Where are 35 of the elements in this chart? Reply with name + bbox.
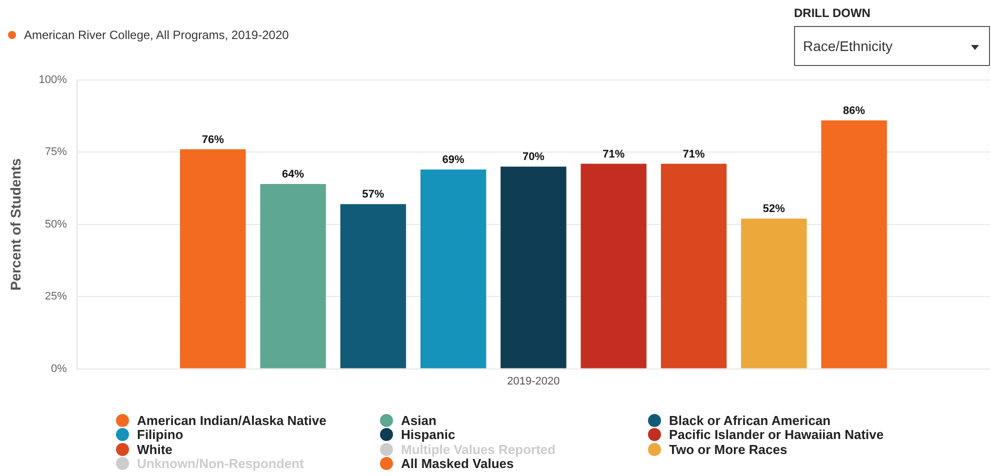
data-label: 64% xyxy=(282,168,304,180)
y-axis-title: Percent of Students xyxy=(7,158,24,291)
data-label: 71% xyxy=(682,148,705,160)
y-tick-label: 75% xyxy=(44,146,68,158)
chart-subtitle: American River College, All Programs, 2019-2020 xyxy=(24,28,289,42)
y-tick-label: 50% xyxy=(44,218,68,230)
bar xyxy=(580,164,646,368)
data-label: 71% xyxy=(602,148,625,160)
bar xyxy=(660,164,727,368)
legend-label: American Indian/Alaska Native xyxy=(137,412,326,428)
data-label: 57% xyxy=(362,188,384,201)
bar xyxy=(821,120,887,368)
y-tick-label: 0% xyxy=(51,362,68,375)
data-label: 52% xyxy=(762,203,786,216)
bar xyxy=(500,166,566,368)
y-tick-label: 25% xyxy=(44,290,68,303)
y-tick-label: 100% xyxy=(38,74,68,86)
data-label: 70% xyxy=(522,151,545,164)
bar xyxy=(340,204,406,368)
bar xyxy=(180,149,246,368)
data-label: 76% xyxy=(202,134,224,146)
data-label: 69% xyxy=(442,154,465,166)
bar xyxy=(741,218,807,368)
x-tick-label: 2019-2020 xyxy=(507,375,560,388)
bar xyxy=(260,184,326,368)
legend-label: Pacific Islander or Hawaiian Native xyxy=(669,427,884,442)
legend-label: All Masked Values xyxy=(401,456,514,472)
legend-label: Two or More Races xyxy=(669,442,788,457)
data-label: 86% xyxy=(843,104,866,117)
bar xyxy=(420,170,486,368)
legend-label: Asian xyxy=(401,412,436,428)
legend-label: Hispanic xyxy=(401,427,456,442)
legend-label: Black or African American xyxy=(669,412,831,428)
legend-label: Filipino xyxy=(137,427,184,442)
legend-label: White xyxy=(137,442,172,457)
